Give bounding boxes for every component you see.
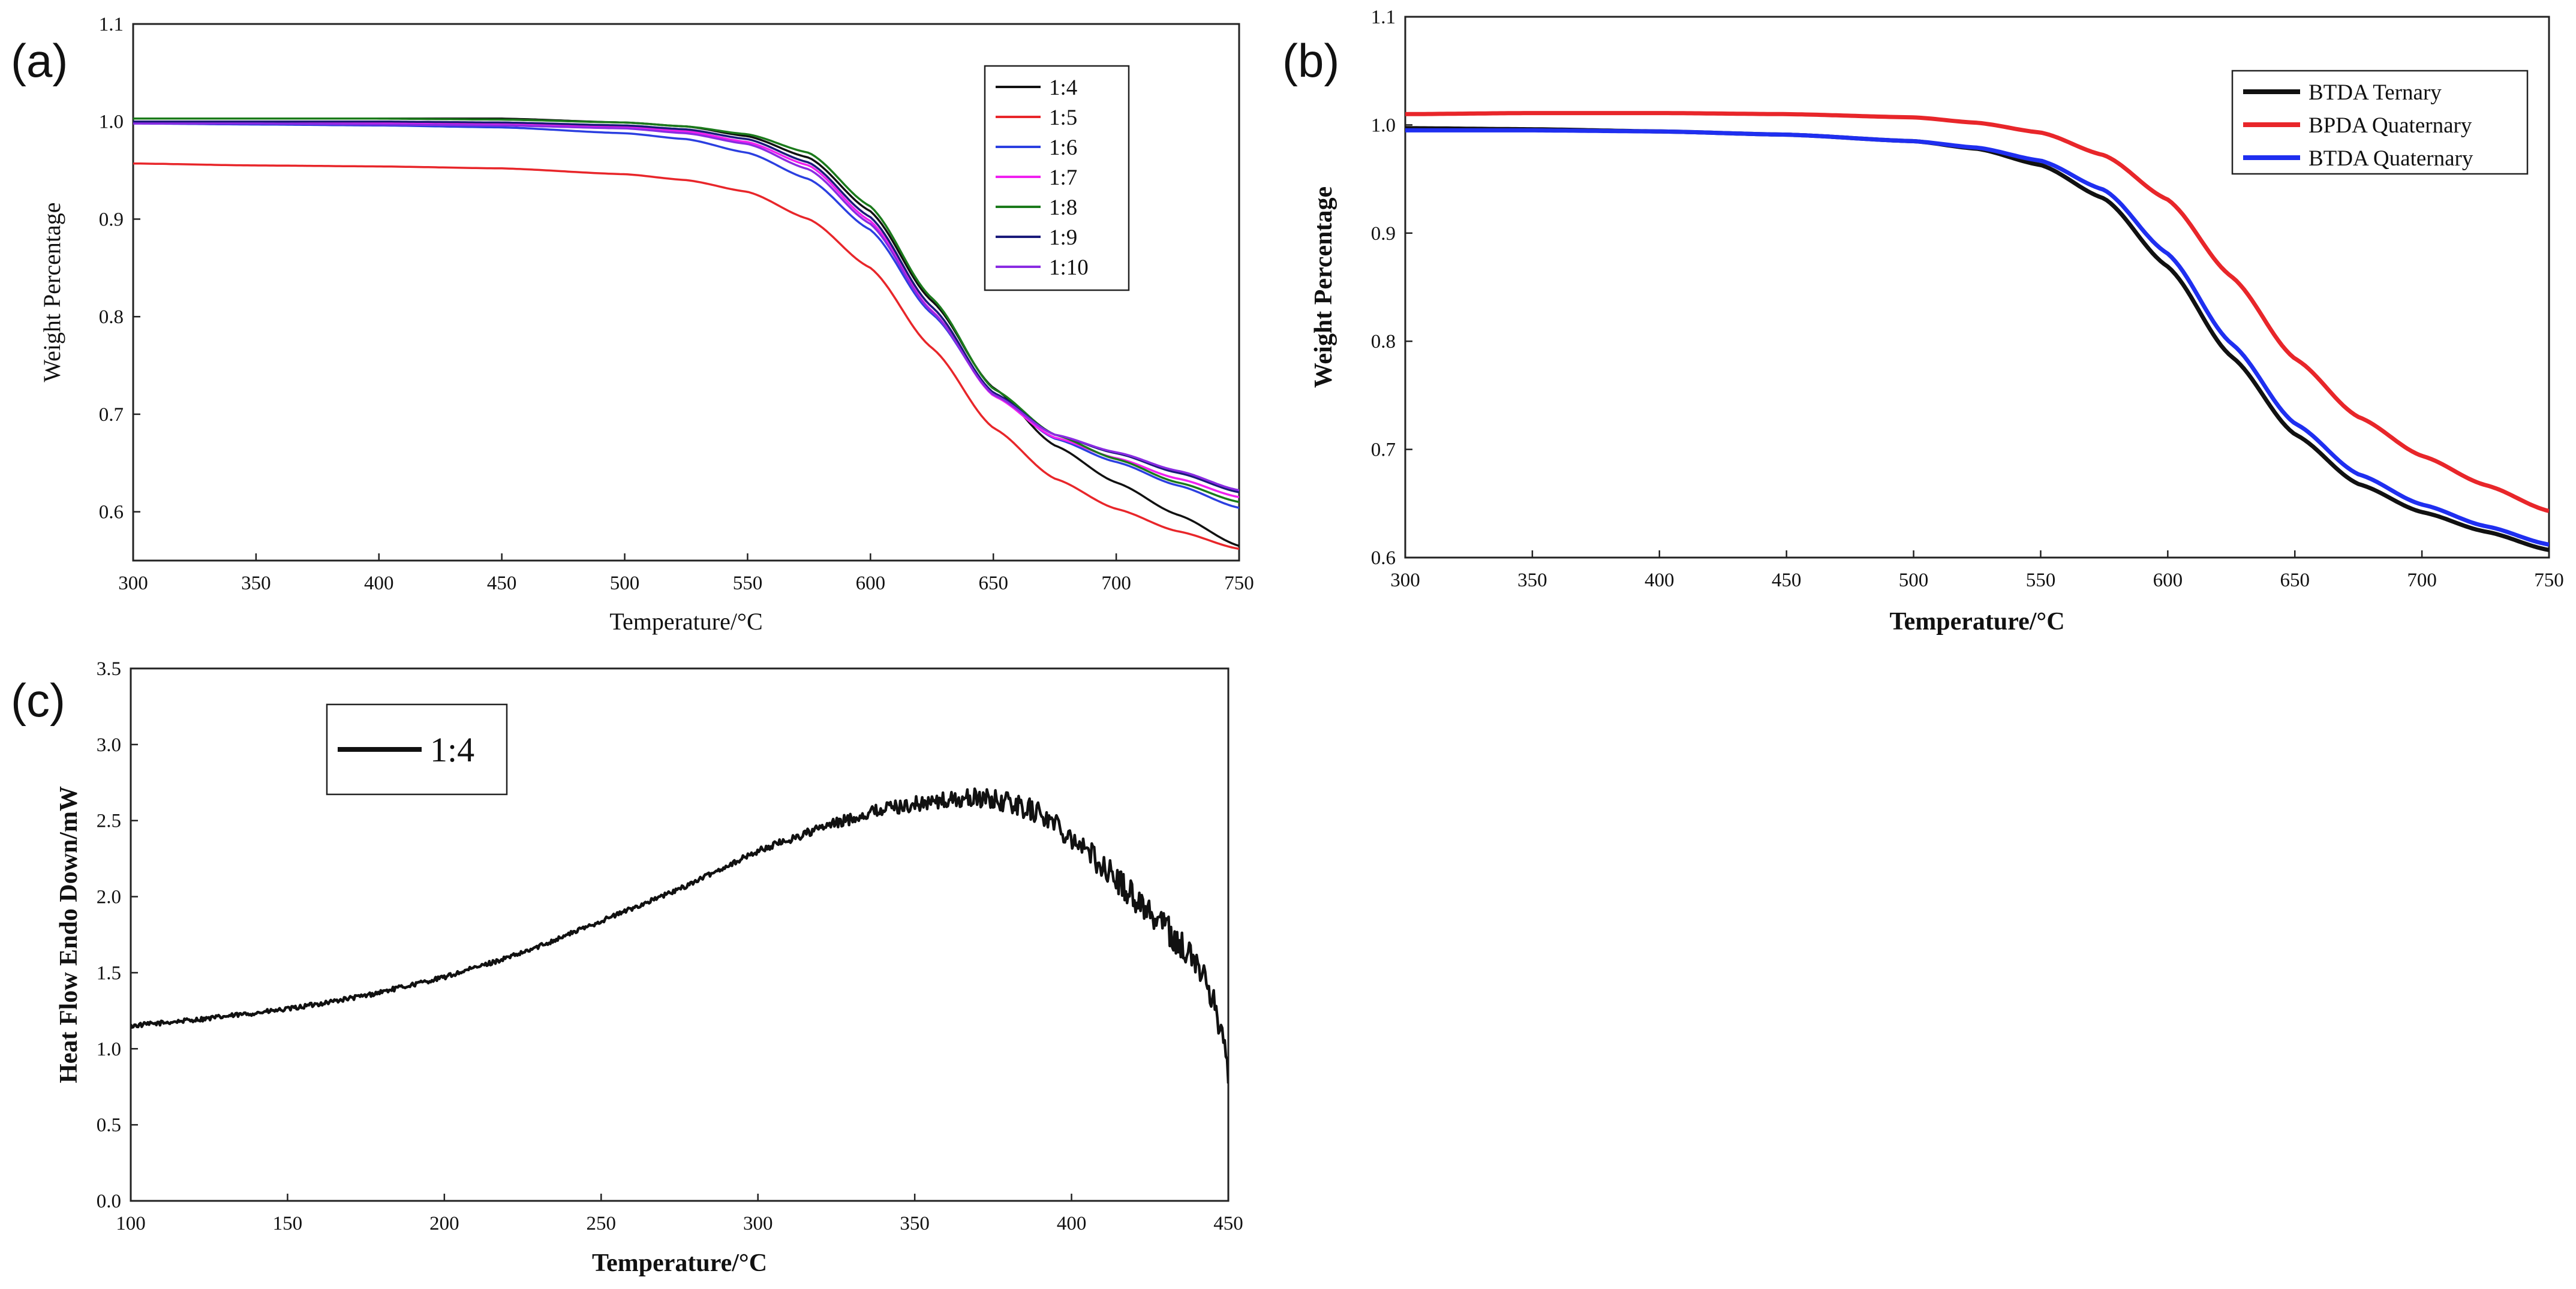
y-tick-label: 0.5 — [97, 1115, 121, 1136]
x-tick-label: 300 — [118, 573, 148, 594]
x-tick-label: 350 — [1517, 570, 1547, 591]
x-axis-label: Temperature/°C — [609, 608, 762, 635]
y-tick-label: 0.6 — [1371, 547, 1396, 569]
y-tick-label: 1.0 — [97, 1038, 121, 1060]
y-tick-label: 1.0 — [1371, 115, 1396, 136]
panel-b: (b) 300 350 400 450 500 550 600 650 700 750 0.6 0.7 0… — [1282, 7, 2564, 636]
series-line-2 — [1405, 111, 2549, 513]
y-tick-label: 1.1 — [1371, 7, 1396, 28]
legend-label: BPDA Quaternary — [2309, 113, 2472, 138]
x-tick-label: 650 — [978, 573, 1008, 594]
x-tick-label: 400 — [364, 573, 394, 594]
legend-label: 1:8 — [1049, 195, 1077, 220]
panel-label: (c) — [11, 674, 65, 727]
x-tick-label: 500 — [1899, 570, 1929, 591]
y-axis-label: Weight Percentage — [38, 203, 65, 383]
x-tick-label: 600 — [856, 573, 886, 594]
legend-label: 1:7 — [1049, 165, 1077, 190]
legend: BTDA Ternary BPDA Quaternary BTDA Quaterna… — [2231, 70, 2529, 175]
legend-label: BTDA Quaternary — [2309, 146, 2473, 171]
series-line-7 — [133, 122, 1239, 492]
legend-label: 1:4 — [1049, 76, 1077, 100]
plot-frame — [130, 667, 1230, 1202]
y-tick-label: 1.0 — [99, 112, 124, 133]
y-tick-label: 2.5 — [97, 811, 121, 832]
legend-label: 1:10 — [1049, 255, 1089, 280]
series-line-1 — [1405, 126, 2549, 552]
x-tick-label: 350 — [900, 1213, 930, 1234]
y-tick-label: 0.9 — [99, 209, 124, 230]
x-tick-label: 750 — [2534, 570, 2564, 591]
plot-frame — [1404, 16, 2550, 559]
y-axis-label: Weight Percentage — [1310, 186, 1337, 388]
x-tick-label: 450 — [1213, 1213, 1243, 1234]
y-tick-label: 0.6 — [99, 502, 124, 523]
legend-label: 1:5 — [1049, 106, 1077, 130]
panel-a: (a) 300 350 400 450 500 550 600 650 700 750 0.6 0.7 0… — [11, 14, 1254, 635]
x-tick-label: 300 — [1390, 570, 1420, 591]
legend-label: BTDA Ternary — [2309, 80, 2442, 105]
x-tick-label: 250 — [587, 1213, 617, 1234]
series-group — [131, 787, 1228, 1084]
legend-label: 1:4 — [430, 730, 474, 769]
x-tick-label: 150 — [273, 1213, 303, 1234]
y-tick-label: 0.7 — [99, 404, 124, 426]
x-tick-label: 750 — [1224, 573, 1254, 594]
x-tick-label: 200 — [429, 1213, 459, 1234]
x-tick-label: 400 — [1645, 570, 1675, 591]
series-group — [1405, 111, 2549, 552]
legend-label: 1:6 — [1049, 135, 1077, 160]
y-tick-label: 2.0 — [97, 887, 121, 908]
y-tick-label: 0.9 — [1371, 223, 1396, 245]
y-axis-label: Heat Flow Endo Down/mW — [55, 786, 83, 1083]
legend-label: 1:9 — [1049, 225, 1077, 250]
panel-label: (a) — [11, 34, 68, 87]
x-tick-label: 600 — [2153, 570, 2183, 591]
plot-frame — [132, 23, 1240, 562]
x-tick-label: 400 — [1057, 1213, 1087, 1234]
x-tick-label: 700 — [1101, 573, 1131, 594]
legend: 1:4 — [326, 703, 508, 796]
x-tick-label: 550 — [2026, 570, 2056, 591]
y-tick-label: 0.8 — [99, 306, 124, 328]
x-tick-label: 100 — [116, 1213, 146, 1234]
y-tick-label: 0.8 — [1371, 331, 1396, 353]
series-line-1 — [131, 787, 1228, 1084]
x-axis-label: Temperature/°C — [1889, 608, 2064, 636]
x-tick-label: 700 — [2407, 570, 2437, 591]
y-tick-label: 0.0 — [97, 1191, 121, 1212]
panel-c: (c) 100 150 200 250 300 350 400 450 0.0 0.5 1.0 1.5 2… — [11, 658, 1243, 1277]
legend: 1:4 1:5 1:6 1:7 1:8 1:9 1:10 — [984, 65, 1130, 291]
y-tick-label: 0.7 — [1371, 439, 1396, 461]
series-line-3 — [1405, 128, 2549, 547]
x-tick-label: 500 — [610, 573, 640, 594]
y-tick-label: 1.5 — [97, 962, 121, 984]
x-tick-label: 350 — [241, 573, 271, 594]
y-tick-label: 1.1 — [99, 14, 124, 35]
x-tick-label: 450 — [487, 573, 517, 594]
x-tick-label: 450 — [1772, 570, 1802, 591]
x-tick-label: 300 — [743, 1213, 773, 1234]
series-group — [133, 118, 1239, 550]
y-tick-label: 3.5 — [97, 658, 121, 680]
y-tick-label: 3.0 — [97, 734, 121, 756]
panel-label: (b) — [1282, 34, 1339, 87]
x-tick-label: 550 — [733, 573, 763, 594]
series-line-2 — [133, 162, 1239, 550]
x-tick-label: 650 — [2280, 570, 2310, 591]
x-axis-label: Temperature/°C — [592, 1249, 767, 1277]
